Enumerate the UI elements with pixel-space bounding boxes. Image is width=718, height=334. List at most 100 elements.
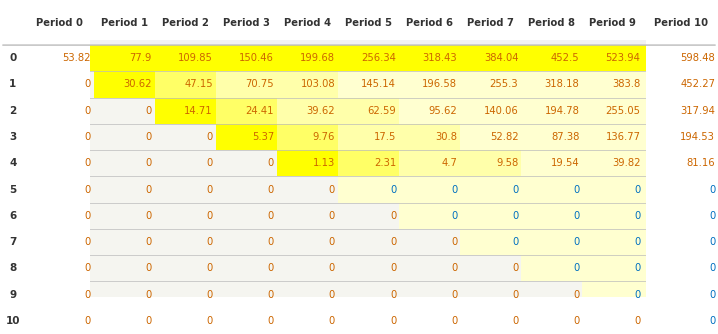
Text: 0: 0 — [146, 158, 152, 168]
Bar — [26, 255, 94, 282]
Bar — [94, 203, 155, 229]
Text: 140.06: 140.06 — [484, 106, 518, 116]
Bar — [460, 124, 521, 150]
Text: 52.82: 52.82 — [490, 132, 518, 142]
Bar — [460, 308, 521, 334]
Bar — [338, 124, 399, 150]
Bar — [399, 124, 460, 150]
Bar — [26, 282, 94, 308]
Bar — [94, 124, 155, 150]
Text: 7: 7 — [9, 237, 17, 247]
Text: 17.5: 17.5 — [374, 132, 396, 142]
Text: 0: 0 — [390, 316, 396, 326]
Bar — [399, 203, 460, 229]
Text: 0: 0 — [146, 237, 152, 247]
Bar — [582, 255, 643, 282]
Text: 103.08: 103.08 — [301, 79, 335, 90]
Bar — [155, 255, 216, 282]
Bar — [277, 176, 338, 203]
Text: 0: 0 — [146, 132, 152, 142]
Bar — [399, 98, 460, 124]
Text: 0: 0 — [451, 316, 457, 326]
Text: 95.62: 95.62 — [429, 106, 457, 116]
Text: 0: 0 — [329, 211, 335, 221]
Text: 0: 0 — [512, 316, 518, 326]
Bar — [643, 124, 718, 150]
Text: Period 8: Period 8 — [528, 18, 575, 27]
Bar — [0, 203, 26, 229]
Bar — [0, 255, 26, 282]
Text: 0: 0 — [268, 263, 274, 273]
Bar — [94, 255, 155, 282]
Text: 0: 0 — [634, 290, 640, 300]
Text: Period 5: Period 5 — [345, 18, 392, 27]
Text: 4.7: 4.7 — [442, 158, 457, 168]
Bar — [0, 124, 26, 150]
Text: 39.82: 39.82 — [612, 158, 640, 168]
Text: 8: 8 — [9, 263, 17, 273]
Text: 0: 0 — [709, 290, 715, 300]
Text: 0: 0 — [268, 185, 274, 194]
Text: 0: 0 — [207, 185, 213, 194]
Text: 9.76: 9.76 — [313, 132, 335, 142]
Text: 0: 0 — [634, 316, 640, 326]
Text: 0: 0 — [709, 263, 715, 273]
Text: 0: 0 — [207, 158, 213, 168]
Text: 2.31: 2.31 — [374, 158, 396, 168]
Text: 19.54: 19.54 — [551, 158, 579, 168]
Bar — [399, 45, 460, 71]
Bar — [216, 176, 277, 203]
Text: 194.78: 194.78 — [544, 106, 579, 116]
Text: 452.27: 452.27 — [680, 79, 715, 90]
Text: 0: 0 — [268, 237, 274, 247]
Text: Period 4: Period 4 — [284, 18, 331, 27]
Text: Period 2: Period 2 — [162, 18, 209, 27]
Text: Period 7: Period 7 — [467, 18, 514, 27]
Text: 317.94: 317.94 — [680, 106, 715, 116]
Bar — [0, 98, 26, 124]
Text: 0: 0 — [85, 106, 91, 116]
Bar — [582, 308, 643, 334]
Text: 70.75: 70.75 — [246, 79, 274, 90]
Text: 0: 0 — [573, 290, 579, 300]
Bar — [643, 176, 718, 203]
Text: 53.82: 53.82 — [62, 53, 91, 63]
Bar — [460, 45, 521, 71]
Bar — [460, 203, 521, 229]
Bar — [26, 98, 94, 124]
Bar — [94, 282, 155, 308]
Text: 47.15: 47.15 — [185, 79, 213, 90]
Bar — [582, 176, 643, 203]
Text: 14.71: 14.71 — [185, 106, 213, 116]
Bar — [460, 98, 521, 124]
Text: 0: 0 — [512, 185, 518, 194]
Bar — [338, 229, 399, 255]
Bar — [338, 282, 399, 308]
Text: 136.77: 136.77 — [605, 132, 640, 142]
Text: 0: 0 — [451, 263, 457, 273]
Bar — [460, 71, 521, 98]
Bar — [399, 71, 460, 98]
Text: 0: 0 — [85, 211, 91, 221]
Text: 2: 2 — [9, 106, 17, 116]
Bar — [216, 203, 277, 229]
Bar — [277, 71, 338, 98]
Bar — [338, 98, 399, 124]
Text: 1.13: 1.13 — [313, 158, 335, 168]
Text: 5.37: 5.37 — [252, 132, 274, 142]
Bar — [216, 308, 277, 334]
Text: 109.85: 109.85 — [178, 53, 213, 63]
Text: 0: 0 — [85, 237, 91, 247]
Bar — [643, 71, 718, 98]
Text: 0: 0 — [390, 237, 396, 247]
Bar — [277, 124, 338, 150]
Text: 0: 0 — [709, 211, 715, 221]
Text: 5: 5 — [9, 185, 17, 194]
Bar — [26, 229, 94, 255]
Text: 0: 0 — [146, 106, 152, 116]
Bar — [155, 98, 216, 124]
Bar — [0, 282, 26, 308]
Text: 194.53: 194.53 — [680, 132, 715, 142]
Bar — [155, 229, 216, 255]
Text: 3: 3 — [9, 132, 17, 142]
